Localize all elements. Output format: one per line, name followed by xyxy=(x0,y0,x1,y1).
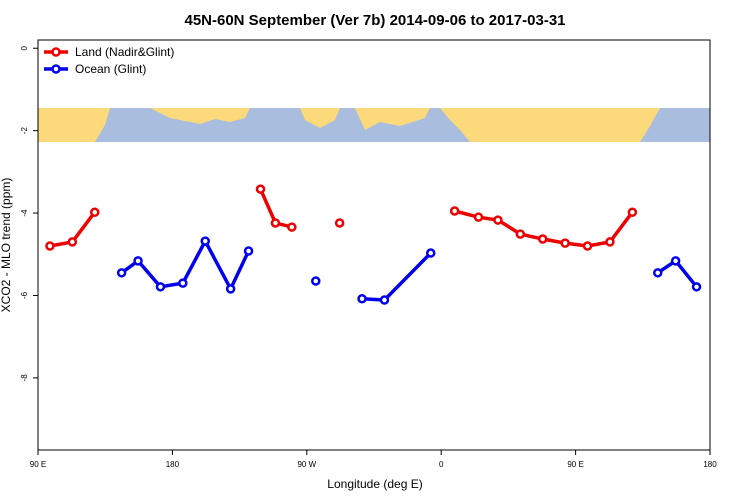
y-tick-label: -2 xyxy=(20,127,29,135)
series-line xyxy=(120,239,698,302)
point xyxy=(473,212,484,222)
x-tick-label: 0 xyxy=(439,460,444,469)
point xyxy=(537,234,548,244)
point xyxy=(652,268,663,278)
y-tick-label: 0 xyxy=(20,45,29,50)
x-tick-label: 180 xyxy=(166,460,180,469)
point xyxy=(178,278,188,288)
point xyxy=(243,246,254,256)
point xyxy=(270,218,281,228)
point xyxy=(225,284,236,294)
map-strip xyxy=(38,108,710,142)
chart-title: 45N-60N September (Ver 7b) 2014-09-06 to… xyxy=(184,12,565,29)
point xyxy=(334,218,345,228)
point xyxy=(67,237,78,247)
x-tick-label: 180 xyxy=(703,460,717,469)
x-tick-label: 90 W xyxy=(297,460,316,469)
plot-frame xyxy=(37,39,711,451)
x-axis-label: Longitude (deg E) xyxy=(327,477,422,491)
point xyxy=(287,222,297,232)
legend-marker xyxy=(51,64,61,74)
legend-label: Ocean (Glint) xyxy=(75,62,146,76)
point xyxy=(116,268,127,278)
point xyxy=(200,236,211,246)
x-tick-label: 90 E xyxy=(30,460,46,469)
point xyxy=(493,215,503,225)
point xyxy=(379,295,390,305)
point xyxy=(357,294,367,304)
legend-label: Land (Nadir&Glint) xyxy=(75,45,174,59)
point xyxy=(155,282,166,292)
y-tick-label: -8 xyxy=(20,374,29,382)
point xyxy=(425,248,436,258)
point xyxy=(670,256,681,266)
y-tick-label: -4 xyxy=(20,209,29,217)
y-axis-label: XCO2 - MLO trend (ppm) xyxy=(0,178,13,313)
point xyxy=(627,207,638,217)
point xyxy=(311,276,321,286)
point xyxy=(691,282,702,292)
point xyxy=(45,241,55,251)
point xyxy=(255,184,266,194)
y-tick-label: -6 xyxy=(20,291,29,299)
point xyxy=(89,207,100,217)
legend-marker xyxy=(51,47,61,57)
point xyxy=(605,237,615,247)
point xyxy=(449,206,460,216)
x-tick-label: 90 E xyxy=(567,460,583,469)
point xyxy=(515,229,526,239)
point xyxy=(582,241,593,251)
point xyxy=(560,238,570,248)
point xyxy=(133,256,143,266)
